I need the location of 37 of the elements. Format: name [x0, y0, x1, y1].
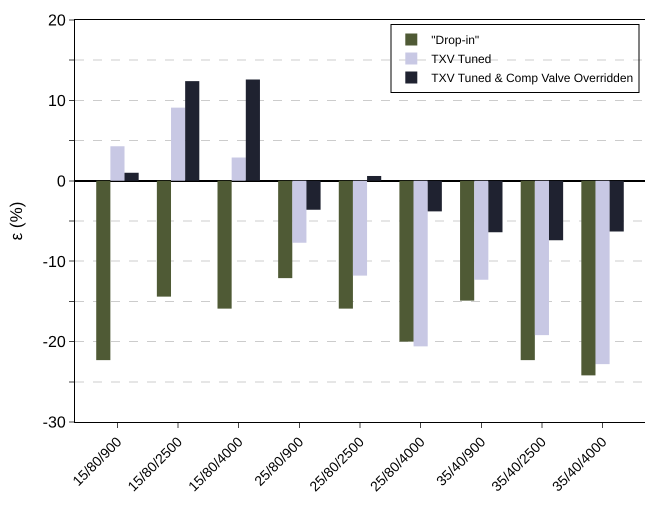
bar	[246, 80, 260, 181]
bar	[292, 180, 306, 243]
bar	[534, 180, 549, 336]
bar	[171, 108, 186, 181]
bar	[185, 81, 200, 181]
bar	[306, 180, 321, 210]
y-tick-label: 20	[48, 12, 66, 30]
bar	[156, 180, 172, 297]
bar	[474, 180, 488, 280]
bar	[110, 146, 125, 181]
bar	[218, 180, 232, 309]
bar	[367, 176, 382, 181]
bar	[96, 180, 110, 360]
y-tick-label: 10	[48, 93, 66, 110]
bar	[548, 180, 564, 240]
bar	[232, 157, 246, 181]
bar	[399, 180, 414, 342]
bar	[520, 180, 535, 360]
y-tick-label: 0	[56, 173, 66, 190]
y-axis-title: ε (%)	[7, 202, 26, 240]
bar	[338, 180, 353, 309]
bar	[352, 180, 368, 276]
bar	[610, 180, 624, 232]
y-tick-label: -30	[42, 414, 66, 432]
bar	[414, 180, 428, 346]
bar	[595, 180, 610, 364]
bar	[124, 172, 139, 181]
bar	[488, 180, 502, 232]
bar	[460, 180, 474, 301]
legend-label: TXV Tuned & Comp Valve Overridden	[431, 71, 634, 86]
legend-label: "Drop-in"	[431, 33, 480, 48]
bar	[278, 180, 292, 278]
legend-label: TXV Tuned	[431, 52, 492, 66]
y-tick-label: -10	[42, 254, 66, 271]
bar	[581, 180, 596, 376]
y-tick-label: -20	[42, 334, 66, 352]
bar	[428, 180, 442, 212]
